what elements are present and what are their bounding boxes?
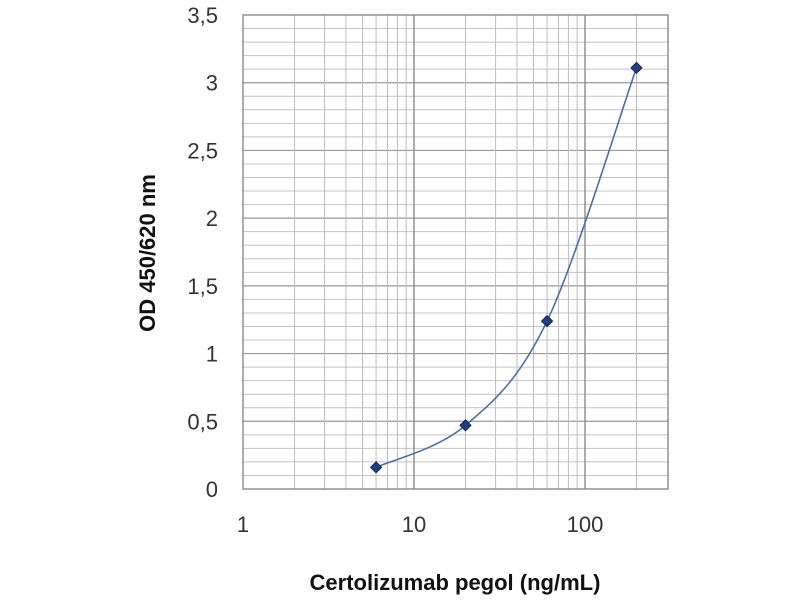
y-tick-label: 0 (206, 477, 218, 502)
plot-frame (242, 14, 669, 490)
plot-border (242, 14, 669, 490)
y-axis-title: OD 450/620 nm (135, 174, 160, 332)
x-tick-label: 100 (567, 512, 604, 537)
data-point-marker (630, 61, 643, 75)
data-point-marker (369, 461, 383, 474)
y-tick-label: 2 (206, 206, 218, 231)
series-line (375, 67, 638, 469)
y-tick-label: 1,5 (187, 274, 218, 299)
x-tick-labels: 1 10 100 (237, 512, 603, 537)
x-tick-label: 10 (402, 512, 426, 537)
y-tick-label: 1 (206, 342, 218, 367)
y-tick-labels: 0 0,5 1 1,5 2 2,5 3 3,5 (187, 3, 218, 502)
data-point-marker (459, 419, 472, 432)
y-tick-label: 3,5 (187, 3, 218, 28)
x-tick-label: 1 (237, 512, 249, 537)
data-point-marker (540, 314, 554, 328)
x-axis-title: Certolizumab pegol (ng/mL) (310, 570, 601, 595)
grid (243, 15, 668, 489)
series-layer (369, 61, 643, 474)
y-tick-label: 0,5 (187, 409, 218, 434)
y-tick-label: 3 (206, 71, 218, 96)
y-tick-label: 2,5 (187, 138, 218, 163)
